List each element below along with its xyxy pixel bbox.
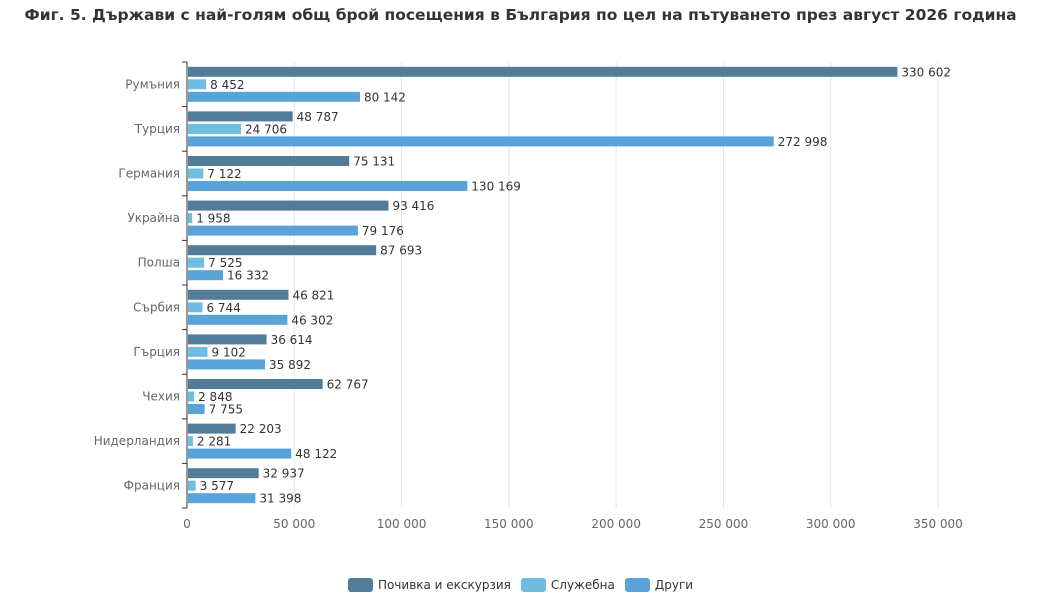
bar[interactable]: [188, 404, 205, 414]
legend-label: Почивка и екскурзия: [377, 578, 511, 592]
data-label: 31 398: [259, 492, 301, 506]
x-tick-label: 350 000: [913, 517, 963, 531]
category-label: Гърция: [133, 345, 180, 359]
bar[interactable]: [188, 79, 207, 90]
data-label: 79 176: [362, 224, 404, 238]
bar[interactable]: [188, 493, 256, 504]
data-label: 75 131: [353, 155, 395, 169]
data-label: 46 821: [292, 288, 334, 302]
bar[interactable]: [188, 270, 224, 281]
x-tick-label: 100 000: [377, 517, 427, 531]
bar[interactable]: [188, 480, 196, 491]
legend-swatch: [347, 578, 373, 592]
data-label: 130 169: [471, 180, 521, 194]
legend-swatch: [624, 578, 650, 592]
bar[interactable]: [188, 359, 266, 370]
bar[interactable]: [188, 468, 259, 479]
x-tick-label: 250 000: [699, 517, 749, 531]
data-label: 46 302: [291, 313, 333, 327]
category-label: Франция: [124, 479, 180, 493]
bar[interactable]: [188, 289, 289, 300]
data-label: 87 693: [380, 244, 422, 258]
legend-item[interactable]: Служебна: [520, 578, 615, 592]
bar[interactable]: [188, 111, 293, 122]
data-label: 9 102: [212, 345, 246, 359]
bar[interactable]: [188, 245, 377, 256]
x-tick-label: 200 000: [591, 517, 641, 531]
legend-item[interactable]: Други: [624, 578, 694, 592]
data-label: 62 767: [327, 378, 369, 392]
bar[interactable]: [188, 423, 236, 434]
bar[interactable]: [188, 200, 389, 211]
data-label: 48 787: [297, 110, 339, 124]
bar[interactable]: [188, 314, 288, 325]
category-label: Нидерландия: [94, 434, 180, 448]
data-label: 6 744: [206, 301, 240, 315]
data-label: 35 892: [269, 358, 311, 372]
legend-item[interactable]: Почивка и екскурзия: [347, 578, 511, 592]
bar[interactable]: [188, 136, 774, 147]
data-label: 80 142: [364, 90, 406, 104]
category-label: Чехия: [142, 390, 180, 404]
data-label: 272 998: [778, 135, 828, 149]
bar[interactable]: [188, 213, 193, 224]
bar[interactable]: [188, 66, 898, 77]
bar[interactable]: [188, 334, 267, 345]
x-tick-label: 150 000: [484, 517, 534, 531]
x-tick-label: 300 000: [806, 517, 856, 531]
data-label: 22 203: [240, 422, 282, 436]
data-label: 93 416: [392, 199, 434, 213]
bar[interactable]: [188, 346, 208, 357]
data-label: 2 281: [197, 435, 231, 449]
data-label: 24 706: [245, 122, 287, 136]
category-label: Полша: [138, 256, 180, 270]
bar[interactable]: [188, 181, 468, 191]
data-label: 32 937: [263, 467, 305, 481]
bar[interactable]: [188, 436, 193, 447]
category-label: Румъния: [125, 77, 180, 91]
legend-label: Служебна: [550, 578, 615, 592]
legend-swatch: [520, 578, 546, 592]
data-label: 7 122: [207, 167, 241, 181]
bar[interactable]: [188, 302, 203, 313]
data-label: 7 755: [209, 403, 243, 417]
data-label: 48 122: [295, 447, 337, 461]
bar[interactable]: [188, 168, 204, 179]
data-label: 8 452: [210, 78, 244, 92]
bar[interactable]: [188, 123, 242, 134]
data-label: 3 577: [200, 479, 234, 493]
bar[interactable]: [188, 379, 323, 389]
data-label: 16 332: [227, 269, 269, 283]
bar[interactable]: [188, 225, 358, 236]
data-label: 36 614: [271, 333, 313, 347]
bar[interactable]: [188, 156, 350, 166]
x-tick-label: 50 000: [273, 517, 315, 531]
chart-title: Фиг. 5. Държави с най-голям общ брой пос…: [24, 6, 1017, 24]
category-label: Украйна: [127, 211, 180, 225]
category-label: Германия: [118, 167, 180, 181]
data-label: 1 958: [196, 212, 230, 226]
legend: Почивка и екскурзия Служебна Други: [0, 578, 1041, 592]
bar[interactable]: [188, 257, 205, 268]
bar[interactable]: [188, 448, 292, 459]
data-label: 2 848: [198, 390, 232, 404]
category-label: Сърбия: [133, 300, 180, 314]
bar[interactable]: [188, 391, 195, 402]
x-tick-label: 0: [183, 517, 191, 531]
bar[interactable]: [188, 91, 360, 102]
data-label: 330 602: [901, 65, 951, 79]
category-label: Турция: [134, 122, 180, 136]
legend-label: Други: [654, 578, 694, 592]
data-label: 7 525: [208, 256, 242, 270]
